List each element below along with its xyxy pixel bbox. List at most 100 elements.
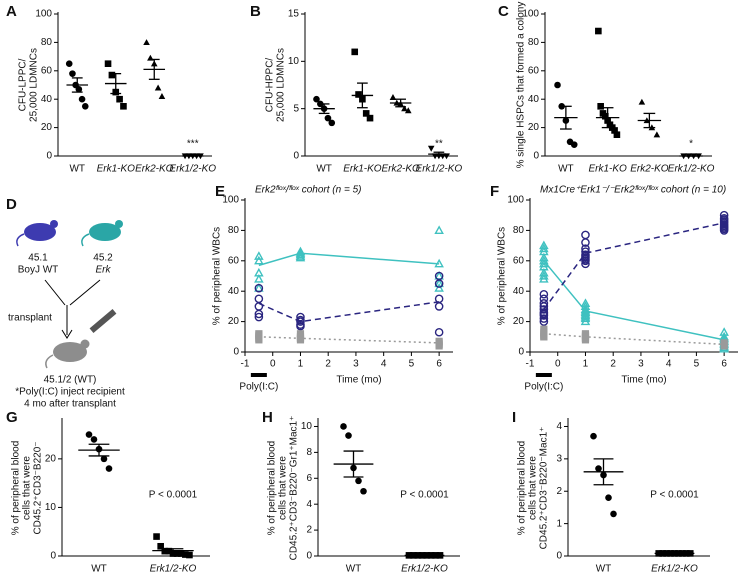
panel-letter: I (512, 409, 516, 426)
data-point (605, 494, 612, 502)
data-point (389, 94, 397, 100)
data-point (539, 311, 549, 320)
data-point (539, 317, 549, 326)
x-tick-label: Erk2-KO (630, 164, 669, 175)
data-point (324, 114, 332, 122)
data-point (295, 252, 306, 262)
x-tick-label: Erk1/2-KO (668, 164, 715, 175)
data-point (554, 81, 561, 89)
data-point (120, 103, 127, 110)
data-point (254, 283, 264, 292)
data-point (539, 289, 549, 299)
chart-title: Erk2ᶠˡᵒˣ/ᶠˡᵒˣ cohort (n = 5) (255, 185, 361, 196)
y-tick-label: 0 (518, 347, 524, 358)
y-tick-label: 0 (556, 551, 562, 562)
x-tick-label: 4 (381, 359, 387, 370)
data-point (108, 71, 116, 79)
significance-label: P < 0.0001 (400, 489, 449, 500)
diagram-label: Erk (96, 265, 112, 276)
data-point (295, 249, 306, 259)
data-point (581, 256, 590, 266)
y-tick-label: 20 (45, 453, 57, 464)
x-tick-label: WT (69, 164, 85, 175)
data-point (401, 105, 408, 112)
y-tick-label: 20 (41, 122, 53, 133)
y-axis-label: 25,000 LDMNCs (29, 48, 40, 122)
panel-letter: H (262, 409, 273, 426)
x-tick-label: WT (558, 164, 574, 175)
x-tick-label: WT (316, 164, 332, 175)
data-point (570, 141, 578, 148)
data-point (597, 103, 604, 110)
x-tick-label: Erk1/2-KO (401, 564, 448, 575)
significance-label: * (689, 139, 693, 150)
data-point (65, 60, 73, 67)
x-tick-label: Erk2-KO (135, 164, 174, 175)
y-axis-label: CD45.2⁺CD3⁻B220⁻Mac1⁺ (539, 427, 550, 550)
data-point (158, 93, 166, 99)
y-axis-label: CFU-HPPC/ (265, 58, 276, 113)
data-point (177, 550, 185, 557)
x-tick-label: 3 (638, 359, 644, 370)
data-point (611, 127, 618, 134)
y-tick-label: 10 (301, 421, 313, 432)
data-point (355, 477, 362, 485)
x-axis-label: Time (mo) (336, 375, 381, 386)
panel-letter: C (498, 3, 509, 20)
x-tick-label: Erk1/2-KO (169, 164, 216, 175)
mouse-icon (53, 342, 87, 362)
y-tick-label: 60 (228, 255, 240, 266)
data-point (539, 243, 549, 253)
data-point (610, 510, 617, 518)
x-tick-label: 1 (583, 359, 589, 370)
data-point (85, 431, 93, 438)
y-tick-label: 60 (41, 65, 53, 76)
data-point (539, 305, 549, 314)
y-axis-label: cells that were (278, 456, 289, 520)
data-point (255, 336, 263, 344)
y-tick-label: 40 (513, 286, 525, 297)
data-point (434, 283, 444, 292)
data-point (539, 273, 549, 283)
y-tick-label: 1 (556, 518, 562, 529)
data-point (653, 131, 661, 138)
data-point (581, 238, 590, 247)
significance-label: *** (187, 139, 199, 150)
data-point (427, 145, 435, 152)
y-axis-label: % of peripheral blood (267, 441, 278, 536)
y-tick-label: 20 (513, 316, 525, 327)
data-point (104, 60, 112, 67)
data-point (116, 95, 123, 103)
y-tick-label: 10 (45, 502, 57, 513)
data-point (100, 455, 108, 463)
x-tick-label: Erk1/2-KO (651, 564, 698, 575)
y-axis-label: CFU-LPPC/ (18, 58, 29, 111)
data-point (539, 299, 549, 308)
data-point (360, 487, 367, 495)
y-axis-label: cells that were (22, 456, 33, 520)
data-point (539, 314, 549, 323)
series-line (258, 336, 440, 344)
y-tick-label: 80 (41, 37, 53, 48)
diagram-d: D 45.1 BoyJ WT 45.2 Erk transplant 45.1/… (6, 196, 125, 410)
data-point (296, 317, 305, 326)
data-point (296, 336, 305, 344)
x-tick-label: 3 (353, 359, 359, 370)
data-point (434, 294, 444, 304)
data-point (81, 103, 89, 110)
mouse-icon (24, 223, 56, 241)
y-tick-label: 15 (288, 9, 300, 20)
y-axis-label: % of peripheral blood (11, 441, 22, 536)
x-tick-label: Erk1/2-KO (416, 164, 463, 175)
x-tick-label: Erk1-KO (588, 164, 627, 175)
data-point (362, 110, 370, 117)
data-point (595, 27, 602, 35)
x-tick-label: Erk2-KO (381, 164, 420, 175)
panel-letter: G (6, 409, 18, 426)
data-point (539, 270, 549, 280)
data-point (78, 95, 86, 103)
x-tick-label: 2 (610, 359, 616, 370)
data-point (254, 273, 264, 283)
panel-letter: B (250, 3, 261, 20)
data-point (295, 248, 306, 257)
